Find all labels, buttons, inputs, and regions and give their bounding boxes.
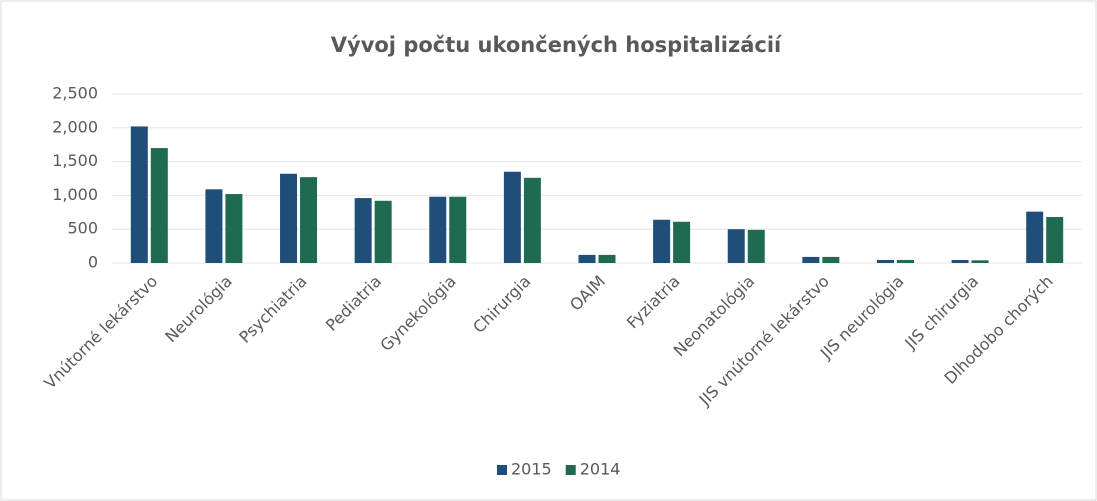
bar: [523, 177, 541, 263]
bar: [673, 221, 691, 263]
y-tick-label: 2,000: [52, 117, 98, 136]
bar: [300, 177, 318, 263]
bar: [802, 256, 820, 263]
bar: [578, 254, 596, 263]
bar: [374, 200, 392, 263]
bar: [503, 171, 521, 263]
legend-swatch: [565, 465, 576, 475]
legend-label: 2015: [511, 460, 552, 479]
bar: [951, 259, 969, 263]
y-tick-label: 500: [67, 219, 98, 238]
bar: [354, 198, 372, 263]
y-tick-label: 0: [88, 253, 98, 272]
bar: [1046, 217, 1064, 263]
legend-label: 2014: [580, 460, 621, 479]
bar: [653, 219, 671, 263]
bar: [971, 260, 989, 263]
bar: [1026, 211, 1044, 263]
y-tick-label: 1,500: [52, 151, 98, 170]
bar: [598, 254, 616, 263]
y-tick-label: 2,500: [52, 84, 98, 103]
bar: [727, 229, 745, 263]
bar: [896, 259, 914, 263]
bar: [876, 259, 894, 263]
bar: [150, 148, 168, 263]
legend-swatch: [497, 465, 507, 475]
bar: [747, 229, 765, 263]
bar: [225, 194, 243, 263]
bar: [205, 189, 223, 263]
bar: [429, 196, 447, 263]
chart-title: Vývoj počtu ukončených hospitalizácií: [331, 33, 783, 57]
bar: [280, 173, 298, 263]
y-tick-label: 1,000: [52, 185, 98, 204]
bar: [822, 256, 840, 263]
bar: [449, 196, 467, 263]
bar: [130, 126, 148, 263]
